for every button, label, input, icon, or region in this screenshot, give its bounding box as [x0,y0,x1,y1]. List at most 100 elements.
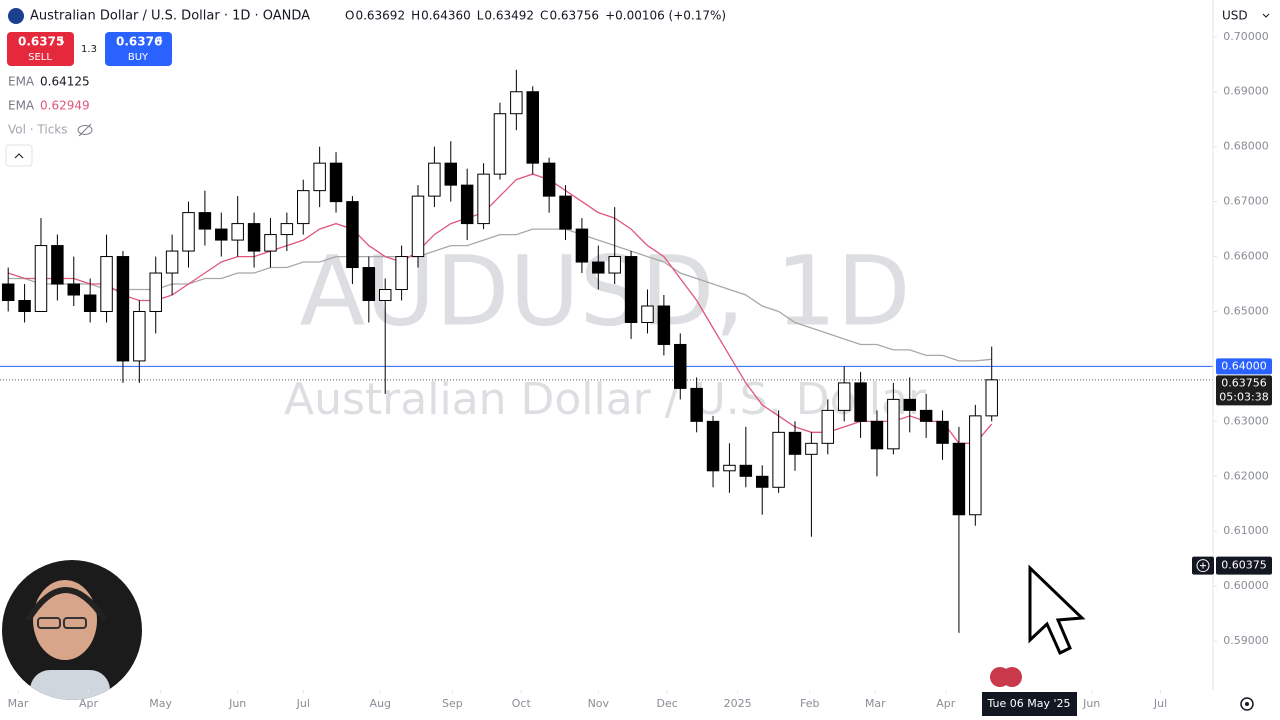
candle-body [936,420,949,444]
candle-body [477,173,490,225]
x-tick-label: Apr [79,697,99,710]
x-tick-label: Jul [296,697,310,710]
candle-body [428,162,441,197]
ohlc-label: O [345,9,354,23]
candle-body [788,431,802,455]
y-tick-label: 0.63000 [1223,414,1269,427]
candle-body [34,245,48,312]
candle-body [821,409,835,444]
candle-body [395,256,408,291]
sell-pip: 1 [59,36,65,45]
candle-body [280,223,294,236]
candle-body [903,398,916,411]
add-alert-plus [1200,562,1206,569]
last-label-bg [1216,375,1272,406]
candle-body [985,379,998,417]
candle-body [18,300,31,312]
candle-body [264,234,277,252]
sell-button[interactable] [7,32,74,66]
indicator-value: 0.64125 [40,75,90,89]
ohlc-value: 0.63756 [549,9,599,23]
candle-body [805,442,818,455]
candle-body [215,228,228,241]
settings-icon[interactable] [1240,697,1254,711]
x-tick-label: 2025 [724,697,752,710]
x-tick-label: Jul [1153,697,1167,710]
y-tick-label: 0.65000 [1223,304,1269,317]
currency-caret [1262,13,1270,18]
candle-body [641,305,654,323]
candle-body [346,201,359,269]
candle-body [182,212,195,252]
candle-body [198,212,212,230]
buy-label: BUY [128,52,149,63]
candle-body [231,223,244,241]
candle-body [51,245,64,285]
candle-body [247,223,261,252]
candle-body [755,475,769,488]
buy-price: 0.6376 [116,35,162,49]
candle-body [526,91,539,164]
buy-button[interactable] [105,32,172,66]
countdown: 05:03:38 [1219,390,1268,403]
collapse-button[interactable] [5,144,33,167]
indicator-name[interactable]: EMA [8,99,35,113]
hide-icon[interactable] [77,123,93,137]
y-tick-label: 0.61000 [1223,524,1269,537]
candle-body [67,283,81,296]
candle-body [329,162,343,203]
candle-body [575,228,589,263]
indicator-name[interactable]: EMA [8,75,35,89]
change: +0.00106 (+0.17%) [605,9,726,23]
candle-body [510,91,523,115]
plot [0,69,1213,633]
ohlc: O 0.63692 H 0.64360 L 0.63492 C 0.63756 +0.00106… [345,9,726,23]
ohlc-value: 0.63692 [355,9,405,23]
candle-body [739,464,753,477]
candle-body [837,382,851,411]
x-tick-label: Oct [512,697,532,710]
sell-label: SELL [28,52,52,63]
y-tick-label: 0.60000 [1223,579,1269,592]
x-tick-label: Jun [1082,697,1100,710]
candle-body [624,256,638,323]
buy-pip: 4 [157,36,163,45]
candle-body [969,415,982,516]
candle-body [919,409,933,422]
x-tick-label: Mar [865,697,886,710]
candle-body [411,195,425,258]
crosshair-label: 0.60375 [1221,559,1267,572]
candle-body [723,464,736,472]
candle-body [854,382,867,422]
candle-body [149,272,162,312]
candle-body [83,294,97,312]
candle-body [1,283,15,302]
y-tick-label: 0.62000 [1223,469,1269,482]
add-alert-icon [1196,559,1210,573]
webcam [2,560,142,700]
flag-icon [8,8,24,24]
candle-body [378,289,392,302]
symbol-title[interactable]: Australian Dollar / U.S. Dollar · 1D · O… [30,9,310,24]
candle-body [952,442,966,516]
ohlc-label: H [411,9,420,23]
y-tick-label: 0.68000 [1223,140,1269,153]
x-tick-label: Aug [370,697,391,710]
y-tick-label: 0.67000 [1223,195,1269,208]
candle-body [362,267,376,302]
y-tick-label: 0.70000 [1223,30,1269,43]
indicator-name[interactable]: Vol · Ticks [8,123,68,137]
y-tick-label: 0.69000 [1223,85,1269,98]
candle-body [165,250,179,274]
candle-body [592,261,605,274]
currency[interactable]: USD [1222,9,1248,23]
candle-body [460,184,474,225]
date-label-bg [982,692,1077,716]
candle-body [657,305,671,345]
last-label: 0.63756 [1221,376,1267,389]
candle-body [674,343,687,389]
candle-body [100,256,113,312]
candle-body [559,195,572,230]
